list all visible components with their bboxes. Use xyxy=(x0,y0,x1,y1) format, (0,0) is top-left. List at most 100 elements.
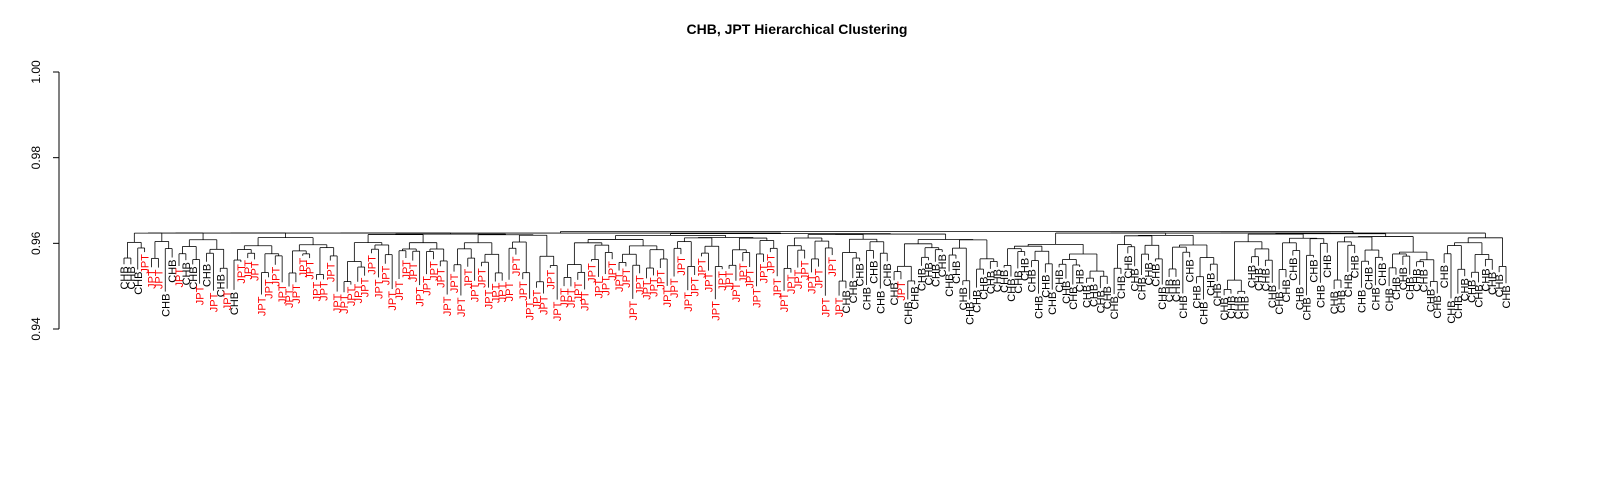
leaf-label: JPT xyxy=(325,262,337,282)
leaf-label: CHB xyxy=(1095,290,1107,313)
leaf-label: JPT xyxy=(408,262,420,282)
leaf-label: CHB xyxy=(1453,296,1465,319)
leaf-label: JPT xyxy=(490,283,502,303)
leaf-label: JPT xyxy=(600,276,612,296)
leaf-label: CHB xyxy=(1198,301,1210,324)
leaf-label: CHB xyxy=(910,286,922,309)
leaf-label: JPT xyxy=(552,301,564,321)
leaf-label: CHB xyxy=(1150,263,1162,286)
leaf-label: JPT xyxy=(298,258,310,278)
leaf-label: CHB xyxy=(930,264,942,287)
leaf-label: JPT xyxy=(697,258,709,278)
leaf-label: CHB xyxy=(1130,268,1142,291)
leaf-label: CHB xyxy=(992,269,1004,292)
leaf-label: CHB xyxy=(1281,279,1293,302)
leaf-label: JPT xyxy=(745,269,757,289)
leaf-label: CHB xyxy=(1027,269,1039,292)
leaf-label: CHB xyxy=(1247,265,1259,288)
leaf-label: CHB xyxy=(1357,290,1369,313)
leaf-label: CHB xyxy=(1013,270,1025,293)
leaf-label: JPT xyxy=(236,264,248,284)
leaf-label: CHB xyxy=(1398,267,1410,290)
leaf-label: CHB xyxy=(1308,259,1320,282)
leaf-label: CHB xyxy=(1075,269,1087,292)
leaf-label: CHB xyxy=(1219,297,1231,320)
leaf-label: JPT xyxy=(655,270,667,290)
leaf-label: CHB xyxy=(188,266,200,289)
leaf-label: CHB xyxy=(1425,289,1437,312)
leaf-label: JPT xyxy=(380,265,392,285)
leaf-label: CHB xyxy=(133,272,145,295)
leaf-label: JPT xyxy=(703,272,715,292)
leaf-label: CHB xyxy=(1295,287,1307,310)
leaf-label: JPT xyxy=(587,263,599,283)
leaf-label: CHB xyxy=(1377,263,1389,286)
leaf-label: CHB xyxy=(1171,279,1183,302)
leaf-label: JPT xyxy=(456,297,468,317)
leaf-label: CHB xyxy=(923,262,935,285)
leaf-label: CHB xyxy=(1460,278,1472,301)
leaf-label: CHB xyxy=(985,271,997,294)
leaf-label: JPT xyxy=(435,268,447,288)
leaf-label: CHB xyxy=(1350,255,1362,278)
leaf-label: JPT xyxy=(793,269,805,289)
leaf-label: JPT xyxy=(373,279,385,299)
y-tick-label: 0.96 xyxy=(29,231,43,255)
leaf-label: JPT xyxy=(208,292,220,312)
leaf-label: JPT xyxy=(346,286,358,306)
leaf-label: CHB xyxy=(1123,255,1135,278)
leaf-label: JPT xyxy=(813,268,825,288)
leaf-label: CHB xyxy=(937,254,949,277)
leaf-label: CHB xyxy=(917,268,929,291)
leaf-label: JPT xyxy=(401,260,413,280)
leaf-label: CHB xyxy=(1192,285,1204,308)
leaf-label: CHB xyxy=(1288,258,1300,281)
leaf-label: CHB xyxy=(202,264,214,287)
leaf-label: CHB xyxy=(1473,284,1485,307)
leaf-label: CHB xyxy=(1137,277,1149,300)
leaf-label: CHB xyxy=(889,282,901,305)
leaf-label: JPT xyxy=(525,301,537,321)
leaf-label: CHB xyxy=(1006,278,1018,301)
leaf-label: CHB xyxy=(1068,286,1080,309)
leaf-label: CHB xyxy=(1494,274,1506,297)
dendrogram-branches xyxy=(123,230,1507,300)
y-tick-label: 0.94 xyxy=(29,317,43,341)
leaf-label: JPT xyxy=(614,272,626,292)
leaf-label: JPT xyxy=(662,288,674,308)
leaf-label: CHB xyxy=(1020,258,1032,281)
leaf-label: JPT xyxy=(511,256,523,276)
leaf-label: JPT xyxy=(463,268,475,288)
leaf-label: CHB xyxy=(181,262,193,285)
leaf-label: CHB xyxy=(1412,269,1424,292)
leaf-label: JPT xyxy=(800,260,812,280)
leaf-label: JPT xyxy=(387,291,399,311)
leaf-label: JPT xyxy=(394,281,406,301)
leaf-label: CHB xyxy=(855,263,867,286)
leaf-label: CHB xyxy=(1432,295,1444,318)
leaf-label: JPT xyxy=(566,288,578,308)
leaf-label: CHB xyxy=(1205,273,1217,296)
leaf-label: CHB xyxy=(1143,262,1155,285)
leaf-label: CHB xyxy=(1418,269,1430,292)
leaf-label: JPT xyxy=(263,279,275,299)
leaf-label: CHB xyxy=(1501,285,1513,308)
leaf-label: JPT xyxy=(724,270,736,290)
leaf-label: JPT xyxy=(174,268,186,288)
leaf-label: JPT xyxy=(717,271,729,291)
leaf-label: CHB xyxy=(1302,297,1314,320)
leaf-label: JPT xyxy=(339,294,351,314)
leaf-label: JPT xyxy=(545,270,557,290)
leaf-label: JPT xyxy=(635,275,647,295)
leaf-label: JPT xyxy=(442,296,454,316)
leaf-label: JPT xyxy=(415,287,427,307)
leaf-label: CHB xyxy=(126,266,138,289)
leaf-label: JPT xyxy=(428,261,440,281)
leaf-label: JPT xyxy=(621,268,633,288)
leaf-label: CHB xyxy=(841,290,853,313)
leaf-labels: CHBCHBCHBJPTJPTJPTCHBCHBJPTCHBCHBJPTCHBJ… xyxy=(119,254,1513,325)
leaf-label: CHB xyxy=(1116,276,1128,299)
leaf-label: CHB xyxy=(1336,290,1348,313)
leaf-label: JPT xyxy=(532,290,544,310)
